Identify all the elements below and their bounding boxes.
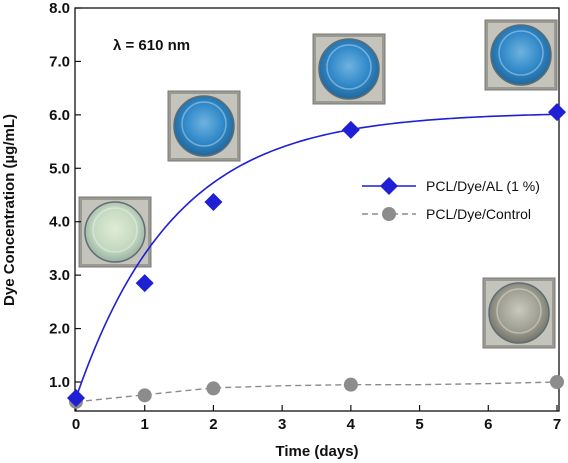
point-pcl-dye-al	[341, 120, 360, 139]
point-pcl-dye-control	[206, 381, 221, 396]
well-grey-icon	[488, 282, 550, 344]
x-tick-label: 6	[484, 416, 492, 433]
well-photo-2	[167, 90, 241, 162]
legend-marker-pcl-dye-al	[380, 177, 398, 195]
well-photo-1	[78, 196, 152, 268]
y-tick-label: 4.0	[49, 214, 70, 231]
legend: PCL/Dye/AL (1 %) PCL/Dye/Control	[362, 177, 540, 222]
x-axis-ticks: 0 1 2 3 4 5 6 7	[72, 405, 561, 433]
series-lines	[75, 113, 558, 403]
well-inner-rim	[326, 44, 372, 90]
point-pcl-dye-control	[137, 388, 152, 403]
x-tick-label: 1	[141, 416, 149, 433]
plot-frame	[74, 7, 560, 412]
well-light-green-icon	[84, 201, 146, 263]
point-pcl-dye-al	[204, 192, 223, 211]
well-inner-rim	[496, 288, 542, 334]
y-tick-label: 6.0	[49, 107, 70, 124]
y-tick-label: 5.0	[49, 160, 70, 177]
legend-label-pcl-dye-al: PCL/Dye/AL (1 %)	[426, 178, 540, 194]
well-photo-5	[482, 277, 556, 349]
series-markers	[67, 103, 566, 409]
annotation-wavelength: λ = 610 nm	[113, 37, 190, 54]
series-line-pcl-dye-control	[75, 381, 558, 403]
x-tick-label: 0	[72, 416, 80, 433]
well-photo-4	[484, 19, 558, 91]
y-axis-ticks: 1.0 2.0 3.0 4.0 5.0 6.0 7.0 8.0	[49, 0, 81, 391]
y-tick-label: 3.0	[49, 267, 70, 284]
y-tick-label: 2.0	[49, 321, 70, 338]
x-tick-label: 7	[553, 416, 561, 433]
well-photos	[78, 19, 558, 349]
well-inner-rim	[92, 207, 138, 253]
legend-label-pcl-dye-control: PCL/Dye/Control	[426, 206, 531, 222]
series-line-pcl-dye-al	[75, 113, 558, 399]
point-pcl-dye-control	[343, 377, 358, 392]
well-photo-3	[312, 33, 386, 105]
well-inner-rim	[181, 101, 227, 147]
x-axis-title: Time (days)	[275, 443, 358, 460]
point-pcl-dye-al	[67, 389, 85, 408]
y-tick-label: 8.0	[49, 0, 70, 17]
x-tick-label: 5	[415, 416, 423, 433]
point-pcl-dye-al	[135, 274, 154, 293]
x-tick-label: 4	[347, 416, 356, 433]
well-blue-icon	[490, 24, 552, 86]
legend-marker-pcl-dye-control	[382, 207, 396, 221]
x-tick-label: 3	[278, 416, 286, 433]
point-pcl-dye-control	[550, 375, 564, 389]
well-blue-icon	[318, 38, 380, 100]
well-inner-rim	[498, 30, 544, 76]
y-axis-title: Dye Concentration (µg/mL)	[1, 114, 18, 306]
y-tick-label: 7.0	[49, 53, 70, 70]
well-blue-icon	[173, 95, 235, 157]
x-tick-label: 2	[209, 416, 217, 433]
y-tick-label: 1.0	[49, 374, 70, 391]
point-pcl-dye-al	[548, 103, 566, 122]
